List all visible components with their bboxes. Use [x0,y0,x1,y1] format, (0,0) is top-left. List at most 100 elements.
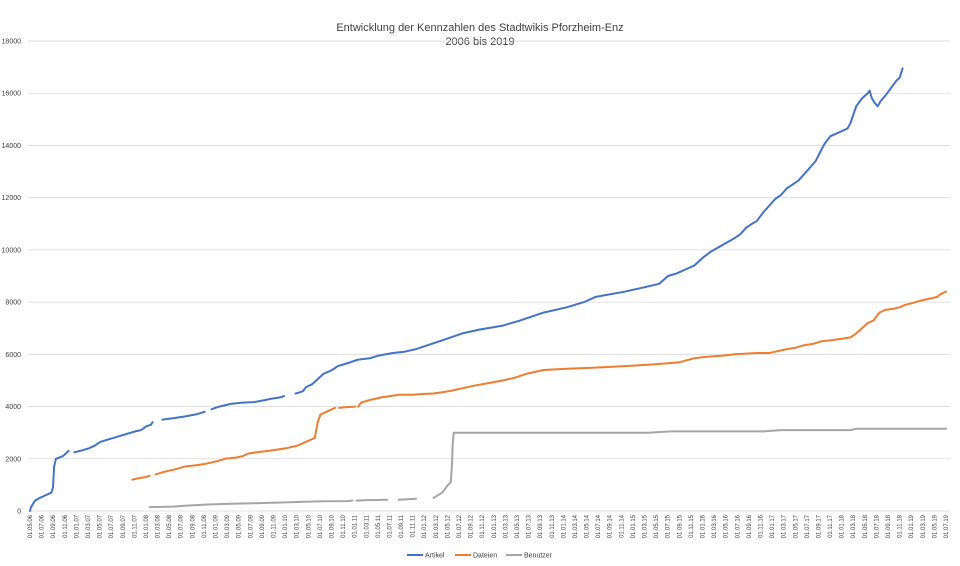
x-tick-label: 01.03.16 [712,514,718,538]
x-tick-label: 01.03.07 [86,514,92,538]
x-tick-label: 01.11.10 [341,514,347,538]
x-tick-label: 01.11.11 [411,514,417,537]
x-tick-label: 01.09.07 [121,514,127,538]
x-tick-label: 01.05.18 [863,514,869,538]
series-line-artikel [29,449,70,512]
x-tick-label: 01.03.18 [851,514,857,538]
x-tick-label: 01.03.10 [295,514,301,538]
x-tick-label: 01.11.06 [63,514,69,538]
y-tick-label: 10000 [2,247,22,254]
x-tick-label: 01.11.13 [550,514,556,538]
x-tick-label: 01.11.07 [132,514,138,538]
x-tick-label: 01.11.15 [689,514,695,538]
x-tick-label: 01.03.19 [921,514,927,538]
series-line-dateien [357,290,947,408]
y-tick-label: 12000 [2,195,22,202]
x-tick-label: 01.11.14 [619,514,625,538]
legend-label-dateien: Dateien [473,553,497,560]
x-tick-label: 01.11.17 [828,514,834,538]
x-tick-label: 01.03.15 [643,514,649,538]
y-tick-label: 0 [17,509,21,516]
y-tick-label: 6000 [5,352,21,359]
x-tick-label: 01.05.19 [932,514,938,538]
series-lines [29,67,947,512]
series-benutzer [148,427,947,509]
x-tick-label: 01.09.09 [260,514,266,538]
series-line-dateien [154,406,336,476]
x-tick-label: 01.03.14 [573,514,579,538]
grid-lines [28,40,950,512]
x-tick-label: 01.05.09 [237,514,243,538]
x-tick-label: 01.01.13 [492,514,498,538]
x-tick-label: 01.11.12 [480,514,486,538]
x-tick-label: 01.01.14 [561,514,567,538]
x-tick-label: 01.09.15 [677,514,683,538]
x-tick-label: 01.01.16 [701,514,707,538]
x-tick-label: 01.05.08 [167,514,173,538]
x-tick-label: 01.03.08 [156,514,162,538]
x-tick-label: 01.07.17 [805,514,811,538]
x-tick-label: 01.03.11 [364,514,370,538]
y-tick-label: 18000 [2,39,22,46]
legend-label-artikel: Artikel [425,553,445,560]
x-tick-label: 01.03.12 [434,514,440,538]
x-tick-label: 01.07.15 [666,514,672,538]
series-line-artikel [161,410,206,421]
x-tick-label: 01.01.07 [74,514,80,538]
x-tick-label: 01.05.06 [28,514,34,538]
x-tick-label: 01.01.15 [631,514,637,538]
x-tick-label: 01.07.13 [527,514,533,538]
x-tick-label: 01.05.17 [793,514,799,538]
x-tick-label: 01.05.07 [98,514,104,538]
y-tick-label: 2000 [5,456,21,463]
x-tick-label: 01.09.12 [469,514,475,538]
x-tick-label: 01.09.13 [538,514,544,538]
x-tick-label: 01.11.18 [898,514,904,538]
x-tick-label: 01.09.08 [190,514,196,538]
y-tick-label: 16000 [2,91,22,98]
x-tick-label: 01.07.12 [457,514,463,538]
x-tick-label: 01.09.16 [747,514,753,538]
x-tick-label: 01.09.10 [329,514,335,538]
series-line-benutzer [355,498,389,502]
series-artikel [29,67,904,512]
series-line-artikel [73,421,154,454]
y-tick-label: 4000 [5,404,21,411]
x-tick-label: 01.05.16 [724,514,730,538]
x-tick-label: 01.09.11 [399,514,405,538]
y-tick-label: 8000 [5,300,21,307]
y-axis-tick-labels: 0 2000 4000 6000 8000 10000 12000 14000 16000 180… [2,39,22,516]
x-tick-label: 01.07.07 [109,514,115,538]
x-tick-label: 01.07.06 [40,514,46,538]
x-tick-label: 01.01.18 [840,514,846,538]
x-tick-label: 01.05.13 [515,514,521,538]
x-axis-tick-labels: 01.05.06 01.07.06 01.09.06 01.11.06 01.01.07… [28,514,950,538]
x-tick-label: 01.11.08 [202,514,208,538]
x-tick-label: 01.05.10 [306,514,312,538]
x-tick-label: 01.09.14 [608,514,614,538]
chart-subtitle: 2006 bis 2019 [445,36,514,48]
x-tick-label: 01.03.09 [225,514,231,538]
x-tick-label: 01.07.18 [874,514,880,538]
x-tick-label: 01.01.09 [214,514,220,538]
x-tick-label: 01.07.14 [596,514,602,538]
x-tick-label: 01.11.16 [758,514,764,538]
x-tick-label: 01.05.11 [376,514,382,538]
x-tick-label: 01.03.13 [503,514,509,538]
y-tick-label: 14000 [2,143,22,150]
x-tick-label: 01.09.18 [886,514,892,538]
x-tick-label: 01.07.10 [318,514,324,538]
legend-label-benutzer: Benutzer [524,553,553,560]
x-tick-label: 01.01.10 [283,514,289,538]
series-dateien [131,290,947,481]
x-tick-label: 01.07.16 [735,514,741,538]
series-line-benutzer [148,499,354,509]
x-tick-label: 01.05.12 [445,514,451,538]
x-tick-label: 01.05.15 [654,514,660,538]
x-tick-label: 01.01.17 [770,514,776,538]
x-tick-label: 01.07.08 [179,514,185,538]
x-tick-label: 01.11.09 [271,514,277,538]
series-line-benutzer [432,427,947,499]
x-tick-label: 01.09.17 [816,514,822,538]
